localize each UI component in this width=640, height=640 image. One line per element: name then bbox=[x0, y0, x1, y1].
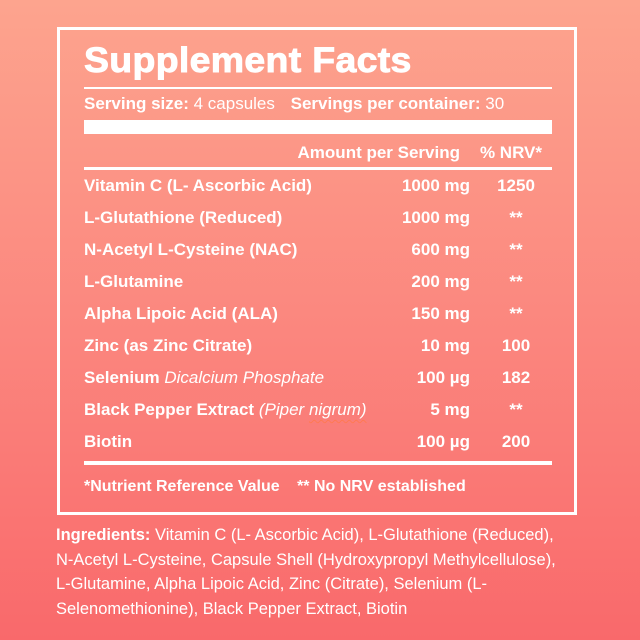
ingredients-text: Vitamin C (L- Ascorbic Acid), L-Glutathi… bbox=[155, 526, 554, 544]
serving-size-value: 4 capsules bbox=[193, 94, 275, 113]
nutrient-nrv: ** bbox=[509, 272, 523, 291]
nutrient-name: L-Glutathione (Reduced) bbox=[84, 208, 283, 227]
nutrient-nrv: 100 bbox=[501, 336, 531, 355]
ingredients-line: Selenomethionine), Black Pepper Extract,… bbox=[56, 599, 408, 618]
nutrient-amount: 10 mg bbox=[420, 336, 470, 355]
nutrient-name: Selenium bbox=[84, 368, 160, 387]
nutrient-nrv: ** bbox=[509, 400, 523, 419]
nutrient-table: Vitamin C (L- Ascorbic Acid) 1000 mg 125… bbox=[84, 170, 552, 458]
nutrient-amount: 150 mg bbox=[411, 304, 470, 323]
serving-size-label: Serving size: bbox=[84, 94, 189, 113]
nutrient-name: N-Acetyl L-Cysteine (NAC) bbox=[84, 240, 298, 259]
table-row-glutathione: L-Glutathione (Reduced) 1000 mg ** bbox=[84, 202, 552, 234]
footnote: *Nutrient Reference Value ** No NRV esta… bbox=[84, 477, 552, 496]
table-row-nac: N-Acetyl L-Cysteine (NAC) 600 mg ** bbox=[84, 234, 552, 266]
table-row-glutamine: L-Glutamine 200 mg ** bbox=[84, 266, 552, 298]
nutrient-amount: 1000 mg bbox=[401, 208, 470, 227]
nutrient-name: Alpha Lipoic Acid (ALA) bbox=[84, 304, 278, 323]
nutrient-nrv: ** bbox=[509, 240, 523, 259]
servings-per-container-label: Servings per container: bbox=[290, 94, 481, 113]
table-row-black-pepper: Black Pepper Extract (Piper nigrum) 5 mg *… bbox=[84, 394, 552, 426]
title-divider bbox=[84, 87, 552, 89]
nutrient-name-italic-squiggle: nigrum) bbox=[308, 400, 367, 419]
table-row-selenium: Selenium Dicalcium Phosphate 100 µg 182 bbox=[84, 362, 552, 394]
serving-info: Serving size: 4 capsules Servings per co… bbox=[84, 94, 552, 114]
nutrient-name-italic: (Piper bbox=[258, 400, 305, 419]
nutrient-amount: 100 µg bbox=[416, 432, 470, 451]
nutrient-amount: 5 mg bbox=[430, 400, 470, 419]
nutrient-name: Zinc (as Zinc Citrate) bbox=[84, 336, 253, 355]
panel-title: Supplement Facts bbox=[84, 41, 412, 80]
nutrient-nrv: ** bbox=[509, 304, 523, 323]
footnote-no-nrv: ** No NRV established bbox=[297, 478, 466, 495]
nutrient-nrv: 1250 bbox=[497, 176, 535, 195]
nutrient-name: Vitamin C (L- Ascorbic Acid) bbox=[84, 176, 312, 195]
nutrient-nrv: 182 bbox=[501, 368, 531, 387]
nutrient-nrv: 200 bbox=[501, 432, 531, 451]
ingredients-section: Ingredients: Vitamin C (L- Ascorbic Acid… bbox=[56, 523, 556, 621]
nutrient-nrv: ** bbox=[509, 208, 523, 227]
table-row-zinc: Zinc (as Zinc Citrate) 10 mg 100 bbox=[84, 330, 552, 362]
table-row-vitamin-c: Vitamin C (L- Ascorbic Acid) 1000 mg 125… bbox=[84, 170, 552, 202]
table-row-ala: Alpha Lipoic Acid (ALA) 150 mg ** bbox=[84, 298, 552, 330]
servings-per-container-value: 30 bbox=[485, 94, 505, 113]
thick-separator-bar bbox=[84, 120, 552, 134]
nutrient-amount: 200 mg bbox=[411, 272, 470, 291]
footnote-nrv-definition: *Nutrient Reference Value bbox=[84, 478, 280, 495]
nutrient-amount: 100 µg bbox=[416, 368, 470, 387]
footnote-divider bbox=[84, 461, 552, 465]
nutrient-name: L-Glutamine bbox=[84, 272, 184, 291]
ingredients-line: N-Acetyl L-Cysteine, Capsule Shell (Hydr… bbox=[56, 550, 556, 569]
nutrient-name-italic: Dicalcium Phosphate bbox=[164, 368, 325, 387]
ingredients-label: Ingredients: bbox=[56, 526, 151, 544]
nrv-column-header: % NRV* bbox=[479, 143, 543, 162]
nutrient-name: Black Pepper Extract bbox=[84, 400, 255, 419]
nutrient-name: Biotin bbox=[84, 432, 133, 451]
nutrient-amount: 600 mg bbox=[411, 240, 470, 259]
ingredients-line: L-Glutamine, Alpha Lipoic Acid, Zinc (Ci… bbox=[56, 575, 488, 593]
table-row-biotin: Biotin 100 µg 200 bbox=[84, 426, 552, 458]
amount-column-header: Amount per Serving bbox=[297, 143, 460, 162]
nutrient-amount: 1000 mg bbox=[401, 176, 470, 195]
supplement-facts-panel: Supplement Facts Serving size: 4 capsule… bbox=[57, 27, 577, 515]
column-header-row: Amount per Serving % NRV* bbox=[84, 143, 552, 163]
ingredients-line: Ingredients: Vitamin C (L- Ascorbic Acid… bbox=[56, 523, 556, 548]
header-divider bbox=[84, 167, 552, 170]
